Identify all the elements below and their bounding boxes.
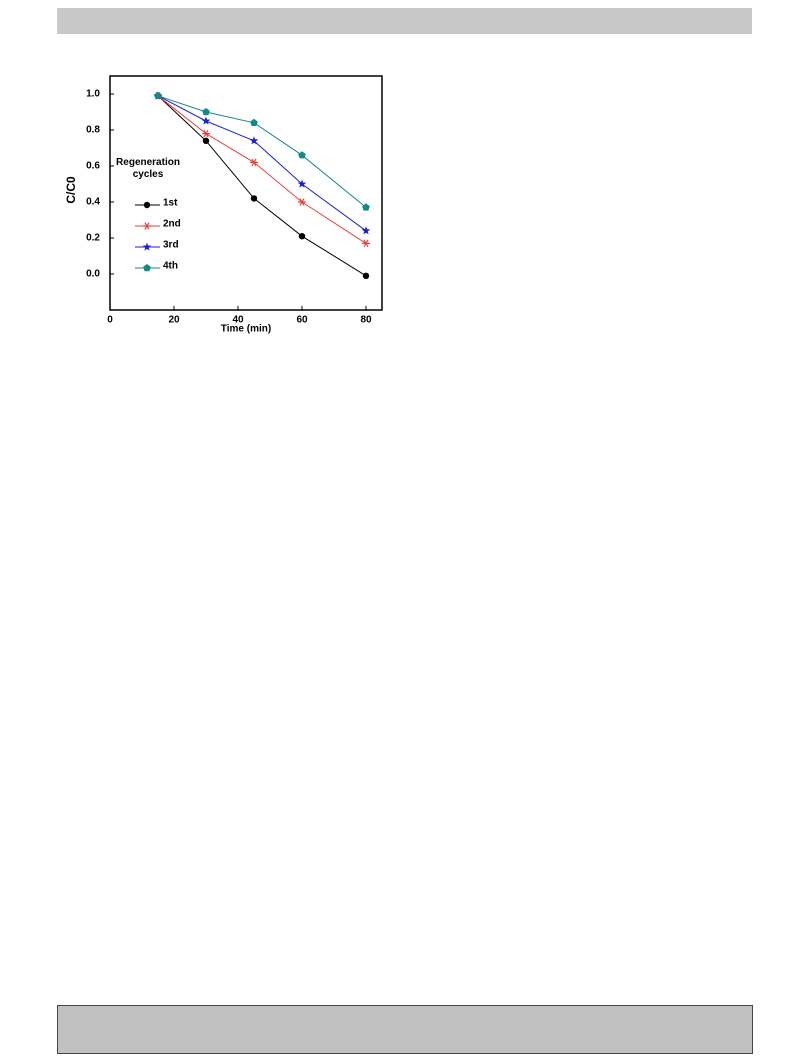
y-tick-label: 0.6 <box>86 161 100 172</box>
marker <box>250 158 258 167</box>
plot-frame <box>109 75 383 311</box>
marker <box>201 116 211 125</box>
marker <box>362 203 370 211</box>
x-tick-label: 80 <box>360 315 372 326</box>
marker <box>361 226 371 235</box>
legend-marker <box>142 242 152 251</box>
x-tick-label: 20 <box>168 315 180 326</box>
y-tick-label: 0.0 <box>86 269 100 280</box>
marker <box>298 233 306 240</box>
x-axis-label: Time (min) <box>221 324 271 335</box>
marker <box>249 136 259 145</box>
marker <box>298 151 306 159</box>
y-tick-label: 0.2 <box>86 233 100 244</box>
y-tick-label: 1.0 <box>86 89 100 100</box>
y-tick-label: 0.4 <box>86 197 100 208</box>
marker <box>202 108 210 116</box>
legend-marker <box>143 201 151 209</box>
legend-title-box: Regeneration cycles <box>116 157 180 180</box>
y-axis-label: C/C0 <box>64 176 78 204</box>
legend-marker <box>143 264 151 272</box>
x-tick-label: 0 <box>107 315 113 326</box>
marker <box>202 137 210 144</box>
marker <box>297 179 307 188</box>
marker <box>362 239 370 248</box>
marker <box>250 195 258 202</box>
series-line <box>157 95 367 244</box>
legend-title: Regeneration cycles <box>116 157 180 180</box>
series-line <box>157 95 367 277</box>
y-tick-label: 0.8 <box>86 125 100 136</box>
legend-label: 2nd <box>163 219 181 230</box>
marker <box>250 118 258 126</box>
marker <box>362 272 370 279</box>
legend-marker <box>143 222 151 230</box>
x-tick-label: 60 <box>296 315 308 326</box>
series-line <box>157 95 367 232</box>
legend-label: 3rd <box>163 240 179 251</box>
marker <box>202 129 210 138</box>
legend-label: 1st <box>163 198 178 209</box>
legend-label: 4th <box>163 261 178 272</box>
marker <box>154 91 162 99</box>
x-tick-label: 40 <box>232 315 244 326</box>
footer-box <box>57 1005 753 1054</box>
marker <box>298 198 306 206</box>
header-bar <box>57 8 752 34</box>
